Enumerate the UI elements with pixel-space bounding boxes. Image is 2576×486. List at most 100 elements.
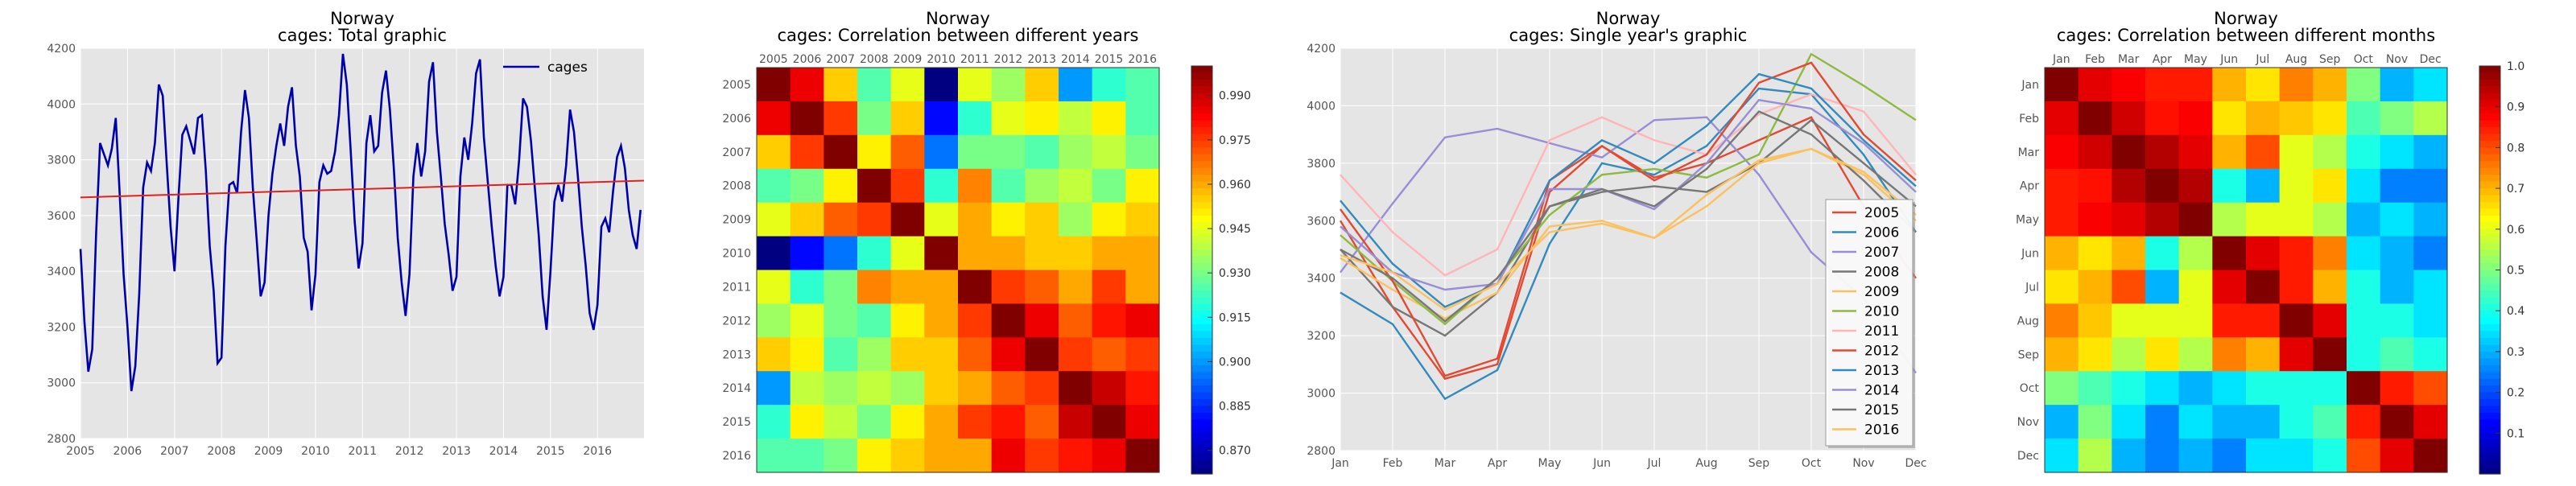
heatmap-cell xyxy=(2380,405,2414,439)
y-tick-label: Dec xyxy=(2017,450,2039,463)
heatmap-cell xyxy=(1059,337,1093,372)
y-tick-label: 2012 xyxy=(722,315,751,327)
x-tick-label: 2008 xyxy=(860,53,889,66)
colorbar-segment xyxy=(2479,134,2500,142)
heatmap-cell xyxy=(924,439,959,473)
heatmap-cell xyxy=(1092,337,1126,372)
heatmap-cell xyxy=(2145,202,2180,237)
heatmap-cell xyxy=(790,134,824,170)
heatmap-cell xyxy=(1092,68,1126,102)
x-tick-label: 2013 xyxy=(1027,53,1056,66)
colorbar-segment xyxy=(1191,378,1212,386)
series-line-2015 xyxy=(1340,110,1917,323)
heatmap-cell xyxy=(2347,168,2381,204)
heatmap-cell xyxy=(2246,270,2281,305)
colorbar-segment xyxy=(1191,338,1212,346)
heatmap-cell xyxy=(2246,236,2281,271)
heatmap-cell xyxy=(2178,236,2213,271)
heatmap-cell xyxy=(1092,405,1126,439)
heatmap-cell xyxy=(2380,270,2414,305)
heatmap-cell xyxy=(958,439,993,473)
colorbar-segment xyxy=(2479,222,2500,230)
heatmap-cell xyxy=(2145,68,2180,102)
heatmap-cell xyxy=(857,337,892,372)
heatmap-cell xyxy=(2078,236,2112,271)
x-tick-label: Apr xyxy=(2153,53,2172,66)
heatmap-cell xyxy=(2212,134,2247,170)
colorbar-segment xyxy=(1191,263,1212,271)
colorbar-segment xyxy=(1191,283,1212,291)
colorbar-segment xyxy=(1191,181,1212,189)
colorbar-tick-label: 0.885 xyxy=(1219,401,1251,414)
x-tick-label: Oct xyxy=(1802,457,1822,470)
heatmap-cell xyxy=(790,337,824,372)
heatmap-cell xyxy=(824,134,858,170)
heatmap-cell xyxy=(1125,168,1160,204)
heatmap-cell xyxy=(2413,371,2448,406)
heatmap-cell xyxy=(958,337,993,372)
heatmap-cell xyxy=(757,270,791,305)
heatmap-cell xyxy=(2112,101,2146,136)
colorbar-segment xyxy=(1191,364,1212,373)
heatmap-cell xyxy=(2145,405,2180,439)
heatmap-cell xyxy=(1025,337,1059,372)
y-tick-label: May xyxy=(2016,214,2039,227)
y-tick-label: Apr xyxy=(2020,180,2039,193)
colorbar-segment xyxy=(2479,324,2500,332)
colorbar-segment xyxy=(2479,378,2500,386)
x-tick-label: 2007 xyxy=(826,53,855,66)
colorbar-segment xyxy=(2479,358,2500,366)
heatmap-cell xyxy=(1125,236,1160,271)
heatmap-cell xyxy=(924,236,959,271)
heatmap-cell xyxy=(2313,68,2347,102)
heatmap-cell xyxy=(1092,236,1126,271)
colorbar-segment xyxy=(2479,181,2500,189)
colorbar-tick-label: 0.8 xyxy=(2507,142,2524,154)
heatmap-cell xyxy=(2112,168,2146,204)
heatmap-cell xyxy=(2279,270,2314,305)
heatmap-cell xyxy=(857,202,892,237)
heatmap-cell xyxy=(2279,371,2314,406)
heatmap-cell xyxy=(2279,134,2314,170)
heatmap-cell xyxy=(958,101,993,136)
y-tick-label: 2008 xyxy=(722,180,751,193)
y-tick-label: 2800 xyxy=(1307,445,1335,458)
heatmap-cell xyxy=(924,101,959,136)
x-tick-label: 2009 xyxy=(254,445,283,458)
colorbar-segment xyxy=(2479,256,2500,264)
colorbar-segment xyxy=(2479,331,2500,339)
colorbar-segment xyxy=(1191,222,1212,230)
y-tick-label: 3000 xyxy=(1307,388,1335,401)
heatmap-cell xyxy=(757,68,791,102)
colorbar-segment xyxy=(1191,249,1212,257)
colorbar-segment xyxy=(2479,460,2500,468)
y-tick-label: 3200 xyxy=(1307,330,1335,343)
heatmap-cell xyxy=(2178,134,2213,170)
colorbar-segment xyxy=(2479,412,2500,420)
x-tick-label: Dec xyxy=(2420,53,2442,66)
heatmap-cell xyxy=(2078,405,2112,439)
heatmap-cell xyxy=(2313,371,2347,406)
heatmap-cell xyxy=(890,371,925,406)
heatmap-cell xyxy=(824,371,858,406)
heatmap-cell xyxy=(824,68,858,102)
colorbar-segment xyxy=(1191,120,1212,128)
x-tick-label: Jul xyxy=(1647,457,1662,470)
chart-title: Norway xyxy=(926,9,990,28)
heatmap-cell xyxy=(924,303,959,338)
heatmap-cell xyxy=(2313,202,2347,237)
y-tick-label: 2800 xyxy=(47,433,76,446)
heatmap-cell xyxy=(2212,270,2247,305)
heatmap-cell xyxy=(2313,101,2347,136)
heatmap-cell xyxy=(2279,303,2314,338)
heatmap-cell xyxy=(958,371,993,406)
heatmap-cell xyxy=(2178,439,2213,473)
heatmap-cell xyxy=(2413,303,2448,338)
heatmap-cell xyxy=(2045,439,2079,473)
heatmap-cell xyxy=(2380,236,2414,271)
heatmap-cell xyxy=(991,405,1026,439)
heatmap-cell xyxy=(2145,371,2180,406)
colorbar-segment xyxy=(2479,175,2500,183)
y-tick-label: Oct xyxy=(2020,382,2040,395)
